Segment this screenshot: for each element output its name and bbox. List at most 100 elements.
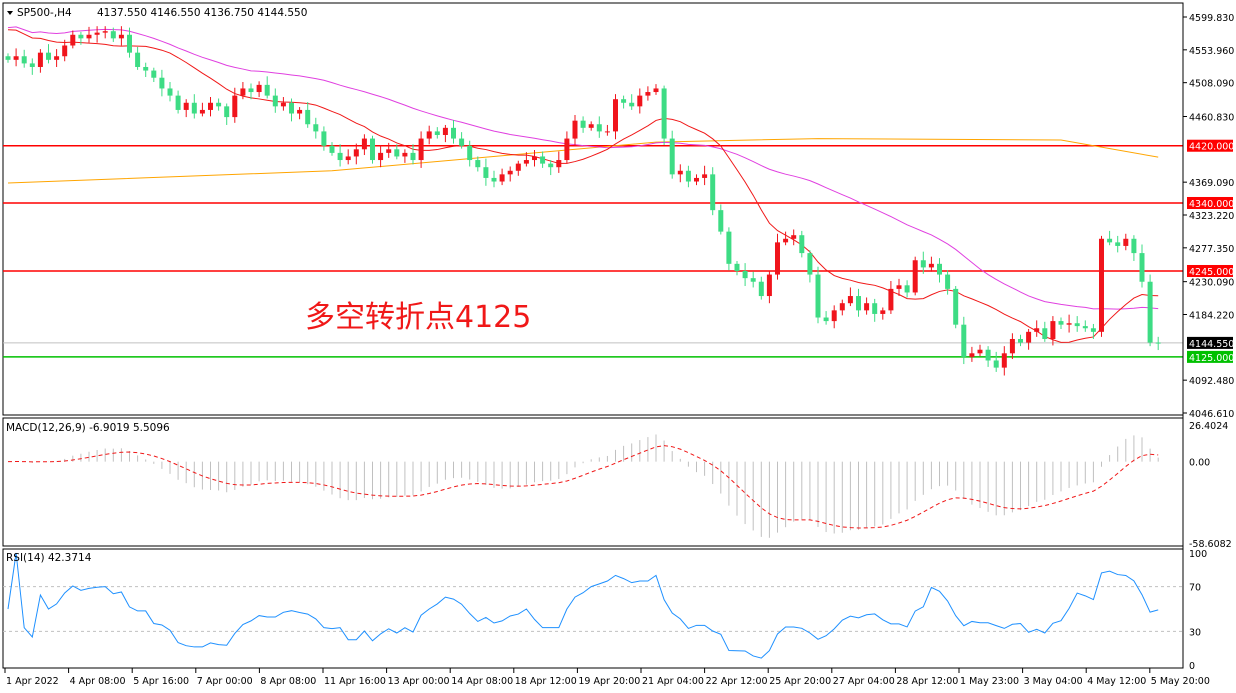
axes: 4420.000 4340.000 4245.000 4125.000 4144.550… xyxy=(4,3,1234,687)
candle-body xyxy=(329,145,335,153)
candle-body xyxy=(499,174,505,182)
candle-body xyxy=(256,84,262,93)
time-tick-label: 14 Apr 08:00 xyxy=(451,676,513,687)
candle-body xyxy=(94,32,100,35)
candle-body xyxy=(410,152,416,161)
candle-body xyxy=(604,131,610,133)
candle-body xyxy=(750,278,756,282)
candle-body xyxy=(167,88,173,96)
time-tick-label: 28 Apr 12:00 xyxy=(896,676,958,687)
time-tick-label: 5 May 20:00 xyxy=(1151,676,1210,687)
candle-body xyxy=(669,138,675,175)
candle-body xyxy=(1107,238,1113,243)
candle-body xyxy=(653,88,659,93)
candle-body xyxy=(5,56,11,60)
candle-body xyxy=(758,281,764,297)
candle-body xyxy=(337,152,343,161)
time-tick-label: 3 May 04:00 xyxy=(1024,676,1083,687)
candle-body xyxy=(240,88,246,96)
candle-body xyxy=(847,296,853,304)
price-tick-label: 4184.220 xyxy=(1189,310,1234,321)
candle-body xyxy=(208,102,213,110)
candle-body xyxy=(118,34,124,39)
candle-body xyxy=(370,138,375,161)
candle-body xyxy=(151,70,157,78)
time-tick-label: 22 Apr 12:00 xyxy=(706,676,768,687)
candle-body xyxy=(264,84,270,96)
candle-body xyxy=(289,102,294,114)
current-price-tag xyxy=(1187,336,1233,349)
candle-body xyxy=(564,138,570,161)
candle-body xyxy=(839,303,845,311)
rsi-tick-label: 70 xyxy=(1189,583,1201,594)
candle-body xyxy=(864,303,870,311)
candle-body xyxy=(127,34,132,53)
candle-body xyxy=(345,156,351,161)
candle-body xyxy=(248,88,254,93)
candle-body xyxy=(1074,323,1080,327)
candle-body xyxy=(702,174,708,178)
candle-body xyxy=(1066,323,1072,325)
candle-body xyxy=(515,163,521,171)
resistance-price-tag xyxy=(1187,196,1233,209)
candle-body xyxy=(199,109,205,114)
macd-signal-line xyxy=(7,445,1159,529)
candle-body xyxy=(475,160,481,168)
candle-body xyxy=(378,152,384,161)
candle-body xyxy=(532,156,537,161)
price-tick-label: 4046.610 xyxy=(1189,409,1234,420)
candle-body xyxy=(102,31,108,33)
candle-body xyxy=(637,95,643,107)
rsi-label: RSI(14) 42.3714 xyxy=(6,552,92,564)
time-tick-label: 4 Apr 08:00 xyxy=(70,676,126,687)
candle-body xyxy=(985,349,991,361)
candle-body xyxy=(1147,281,1153,343)
ohlc-readout: 4137.550 4146.550 4136.750 4144.550 xyxy=(97,7,307,19)
candle-body xyxy=(1082,326,1088,329)
candle-body xyxy=(613,99,618,132)
candle-body xyxy=(993,360,999,368)
candle-body xyxy=(483,167,489,178)
candle-body xyxy=(426,131,432,139)
current-price-label: 4144.550 xyxy=(1189,339,1234,350)
candle-body xyxy=(823,317,829,322)
candle-body xyxy=(766,274,772,297)
candle-body xyxy=(216,102,222,107)
candle-body xyxy=(694,177,699,182)
candle-body xyxy=(305,109,311,125)
candle-body xyxy=(1009,338,1015,354)
price-tick-label: 4277.350 xyxy=(1189,244,1234,255)
rsi-line xyxy=(7,552,1159,659)
dropdown-triangle-icon[interactable] xyxy=(7,11,13,15)
time-tick-label: 27 Apr 04:00 xyxy=(833,676,895,687)
candle-body xyxy=(588,124,594,128)
candle-body xyxy=(70,34,76,46)
time-tick-label: 19 Apr 20:00 xyxy=(578,676,640,687)
candle-body xyxy=(1050,321,1056,339)
candle-body xyxy=(353,149,359,157)
candle-body xyxy=(110,31,116,39)
candle-body xyxy=(507,170,513,175)
candle-body xyxy=(977,349,983,354)
candle-body xyxy=(710,174,716,211)
time-tick-label: 7 Apr 00:00 xyxy=(197,676,253,687)
candle-body xyxy=(831,310,837,322)
support-price-tag xyxy=(1187,350,1233,363)
candle-body xyxy=(621,99,627,103)
candle-body xyxy=(807,253,813,275)
candle-body xyxy=(1018,338,1023,343)
time-tick-label: 18 Apr 12:00 xyxy=(515,676,577,687)
candle-body xyxy=(556,160,562,168)
pivot-annotation: 多空转折点4125 xyxy=(305,300,531,335)
candle-body xyxy=(46,52,51,60)
macd-tick-label: 26.4024 xyxy=(1189,421,1228,432)
candle-body xyxy=(596,124,602,132)
candle-body xyxy=(297,109,303,114)
candle-body xyxy=(491,177,497,182)
ma-fast-line xyxy=(7,29,1159,343)
candle-body xyxy=(467,145,473,161)
resistance-price-label: 4245.000 xyxy=(1189,267,1234,278)
candle-body xyxy=(313,124,319,132)
time-tick-label: 25 Apr 20:00 xyxy=(769,676,831,687)
